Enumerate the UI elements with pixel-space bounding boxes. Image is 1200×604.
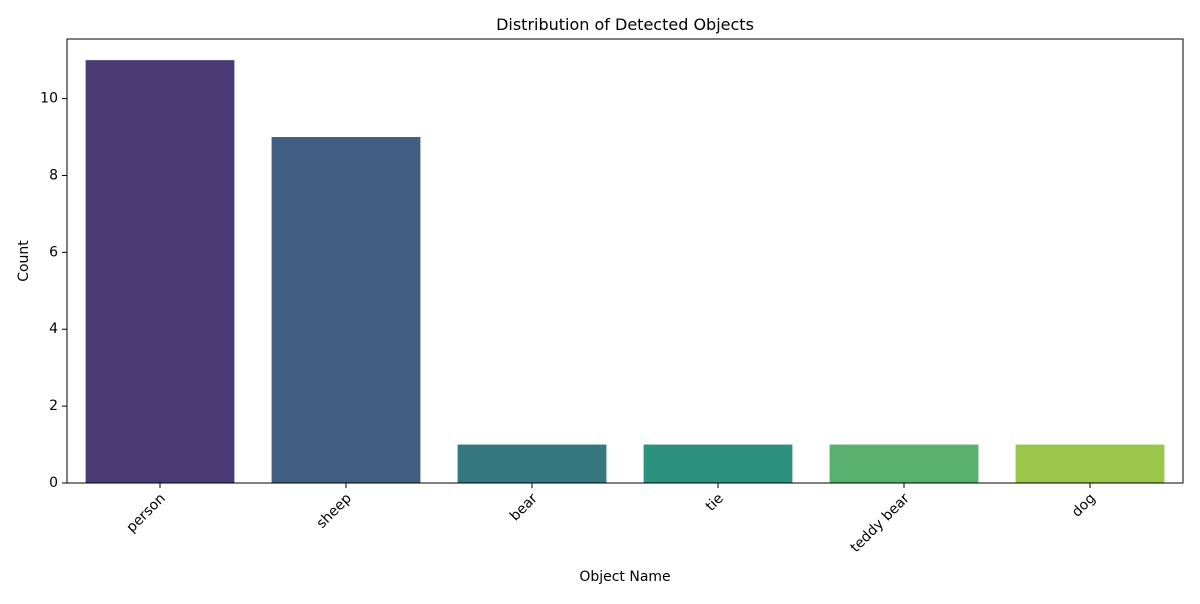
bar-person [85, 60, 235, 483]
bar-dog [1015, 444, 1165, 483]
x-tick-label: sheep [314, 490, 355, 531]
y-tick-label: 6 [49, 244, 58, 260]
y-tick-label: 0 [49, 475, 58, 491]
x-tick-label: tie [703, 491, 727, 515]
bar-teddy-bear [829, 444, 979, 483]
bars-layer [85, 60, 1165, 483]
y-axis-label: Count [16, 240, 32, 282]
x-axis: person sheep bear tie teddy bear dog [124, 483, 1099, 556]
bar-sheep [271, 137, 421, 483]
y-tick-label: 8 [49, 167, 58, 183]
bar-bear [457, 444, 607, 483]
x-axis-label: Object Name [579, 569, 670, 585]
y-tick-label: 2 [49, 398, 58, 414]
plot-frame [66, 38, 1184, 484]
chart-title: Distribution of Detected Objects [496, 15, 754, 34]
x-tick-label: bear [507, 490, 541, 524]
y-axis: 0 2 4 6 8 10 [40, 91, 67, 491]
x-tick-label: dog [1069, 491, 1099, 521]
bar-tie [643, 444, 793, 483]
y-tick-label: 10 [40, 91, 58, 107]
x-tick-label: person [124, 491, 169, 536]
x-tick-label: teddy bear [847, 490, 913, 556]
y-tick-label: 4 [49, 321, 58, 337]
